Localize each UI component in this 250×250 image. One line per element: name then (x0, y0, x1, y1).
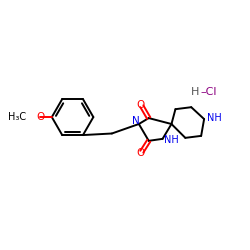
Text: NH: NH (164, 135, 178, 145)
Text: NH: NH (207, 113, 222, 123)
Text: O: O (137, 148, 145, 158)
Text: H: H (191, 87, 199, 97)
Text: N: N (132, 116, 140, 126)
Text: O: O (36, 112, 44, 122)
Text: H₃C: H₃C (8, 112, 26, 122)
Text: O: O (137, 100, 145, 110)
Text: –Cl: –Cl (200, 87, 217, 97)
